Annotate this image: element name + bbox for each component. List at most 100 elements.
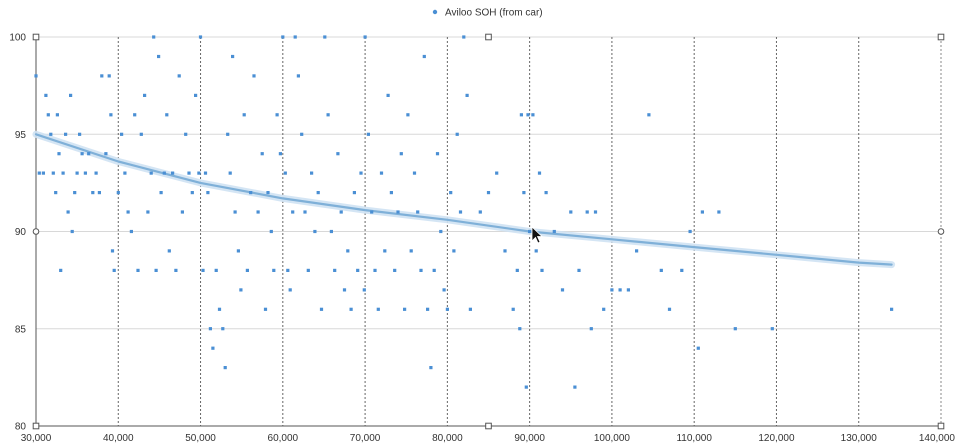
data-point xyxy=(278,152,282,156)
resize-handle[interactable] xyxy=(485,422,492,430)
data-point xyxy=(890,307,894,311)
data-point xyxy=(177,74,181,78)
data-point xyxy=(197,171,201,175)
data-point xyxy=(44,93,48,97)
data-point xyxy=(293,35,297,39)
data-point xyxy=(393,268,397,272)
data-point xyxy=(61,171,65,175)
data-point xyxy=(286,268,290,272)
data-point xyxy=(83,171,87,175)
data-point xyxy=(486,191,491,195)
data-point xyxy=(349,307,353,311)
data-point xyxy=(51,171,55,175)
data-point xyxy=(455,132,459,136)
data-point xyxy=(34,74,38,78)
data-point xyxy=(419,268,423,272)
data-point xyxy=(462,35,466,39)
x-tick-label: 100,000 xyxy=(594,433,631,444)
selection-handles[interactable] xyxy=(32,33,945,430)
data-point xyxy=(515,268,519,272)
data-point xyxy=(610,288,614,292)
data-point xyxy=(87,152,91,156)
data-point xyxy=(540,268,544,272)
data-point xyxy=(249,191,253,195)
data-point xyxy=(366,132,370,136)
data-point xyxy=(211,346,215,350)
legend-marker-icon xyxy=(432,9,438,15)
resize-handle[interactable] xyxy=(937,33,945,41)
data-point xyxy=(370,210,374,214)
data-point xyxy=(373,268,377,272)
data-point xyxy=(526,113,530,117)
data-point xyxy=(733,327,737,331)
data-point xyxy=(281,35,285,39)
resize-handle[interactable] xyxy=(937,228,945,235)
data-point xyxy=(310,171,314,175)
resize-handle[interactable] xyxy=(32,33,40,41)
data-point xyxy=(78,132,82,136)
data-point xyxy=(688,229,692,234)
data-point xyxy=(593,210,598,214)
data-point xyxy=(303,210,307,214)
data-point xyxy=(439,229,443,234)
data-point xyxy=(680,268,684,272)
data-point xyxy=(133,113,137,117)
x-tick-label: 80,000 xyxy=(432,433,463,444)
y-tick-label: 95 xyxy=(15,130,27,141)
data-point xyxy=(468,307,472,311)
data-point xyxy=(288,288,292,292)
data-point xyxy=(528,229,532,234)
data-point xyxy=(429,366,433,370)
data-point xyxy=(167,249,171,253)
resize-handle[interactable] xyxy=(32,228,40,235)
data-point xyxy=(214,268,218,272)
data-point xyxy=(412,171,417,175)
resize-handle[interactable] xyxy=(937,422,945,430)
resize-handle[interactable] xyxy=(485,33,492,41)
data-point xyxy=(531,113,535,117)
data-point xyxy=(152,35,156,39)
data-point xyxy=(359,171,363,175)
data-point xyxy=(236,249,240,253)
data-point xyxy=(452,249,456,253)
data-point xyxy=(432,268,436,272)
data-point xyxy=(403,307,407,311)
data-point xyxy=(226,132,230,136)
data-point xyxy=(396,210,400,214)
data-point xyxy=(190,191,194,195)
data-point xyxy=(383,249,387,253)
legend[interactable]: Aviloo SOH (from car) xyxy=(432,8,543,19)
data-point xyxy=(406,113,410,117)
data-point xyxy=(356,268,360,272)
data-point xyxy=(104,152,108,156)
legend-entry-label: Aviloo SOH (from car) xyxy=(445,8,543,19)
points-layer xyxy=(34,35,894,389)
data-point xyxy=(221,327,225,331)
data-point xyxy=(54,191,58,195)
resize-handle[interactable] xyxy=(32,422,40,430)
x-tick-label: 120,000 xyxy=(758,433,795,444)
data-point xyxy=(296,74,300,78)
x-tick-label: 70,000 xyxy=(350,433,381,444)
data-point xyxy=(272,268,276,272)
data-point xyxy=(409,249,413,253)
mouse-cursor-icon xyxy=(531,226,544,244)
data-point xyxy=(316,191,320,195)
data-point xyxy=(283,171,287,175)
data-point xyxy=(306,268,310,272)
data-point xyxy=(174,268,178,272)
trendline-layer xyxy=(32,130,896,269)
data-point xyxy=(94,171,98,175)
x-tick-label: 60,000 xyxy=(268,433,299,444)
x-tick-label: 50,000 xyxy=(185,433,216,444)
data-point xyxy=(110,249,115,253)
data-point xyxy=(524,385,528,389)
data-point xyxy=(389,191,393,195)
data-point xyxy=(336,152,340,156)
data-point xyxy=(146,210,150,214)
data-point xyxy=(386,93,390,97)
x-tick-label: 140,000 xyxy=(919,433,956,444)
data-point xyxy=(69,93,73,97)
